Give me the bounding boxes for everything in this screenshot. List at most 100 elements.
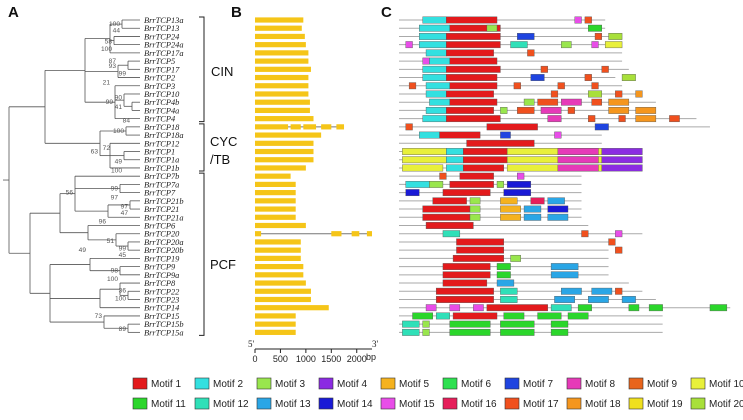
motif-box (550, 271, 579, 279)
motif-box (709, 304, 728, 312)
motif-box (402, 148, 447, 155)
gene-label: BrrTCP21a (144, 213, 184, 222)
motif-box (615, 90, 623, 98)
exon-bar (255, 116, 314, 122)
motif-box (425, 107, 447, 114)
motif-box (588, 115, 596, 123)
motif-box (500, 213, 521, 221)
bootstrap-value: 100 (101, 46, 112, 53)
exon-bar (255, 206, 296, 212)
exon-bar (255, 255, 301, 261)
motif-box (419, 33, 447, 40)
motif-box (591, 82, 599, 90)
panel-label-b: B (231, 4, 242, 21)
exon-bar (255, 91, 309, 97)
exon-bar (255, 329, 296, 335)
motif-box (486, 304, 548, 312)
gene-label: BrrTCP9a (144, 271, 179, 280)
five-prime-label: 5' (248, 339, 255, 349)
gene-label: BrrTCP20b (144, 246, 184, 255)
motif-box (442, 263, 491, 270)
motif-box (530, 74, 545, 81)
motif-box (601, 65, 609, 73)
gene-label: BrrTCP22 (144, 287, 179, 296)
motif-box (405, 41, 413, 49)
motif-box (601, 148, 643, 155)
bootstrap-value: 99 (119, 246, 127, 253)
motif-box (601, 164, 643, 172)
motif-box (463, 156, 508, 164)
motif-box (547, 205, 569, 213)
motif-box (513, 82, 521, 90)
gene-label: BrrTCP20a (144, 238, 184, 247)
clade-bracket (199, 172, 205, 336)
legend-swatch (380, 377, 396, 390)
motif-box (561, 41, 572, 49)
motif-box (439, 172, 447, 180)
motif-box (554, 296, 575, 303)
motif-box (591, 287, 613, 295)
motif-box (449, 57, 498, 65)
motif-box (591, 98, 602, 106)
motif-box (547, 197, 565, 205)
exon-bar (255, 107, 310, 114)
motif-box (405, 123, 413, 131)
motif-box (608, 238, 616, 246)
gene-label: BrrTCP2 (144, 74, 175, 83)
legend-label: Motif 8 (585, 379, 615, 390)
motif-box (429, 180, 444, 188)
motif-box (547, 213, 569, 221)
motif-box (594, 33, 602, 40)
gene-label: BrrTCP4 (144, 115, 175, 124)
legend-swatch (442, 377, 458, 390)
motif-box (486, 123, 538, 131)
motif-box (446, 65, 501, 73)
bootstrap-value: 97 (111, 195, 119, 202)
motif-box (594, 123, 609, 131)
exon-bar (255, 132, 322, 138)
motif-box (408, 82, 417, 90)
motif-box (517, 33, 535, 40)
bootstrap-value: 96 (99, 218, 107, 225)
gene-label: BrrTCP24 (144, 32, 179, 41)
exon-bar (255, 42, 306, 48)
motif-box (523, 213, 542, 221)
motif-box (648, 304, 663, 312)
motif-box (419, 41, 447, 49)
exon-bar (255, 58, 309, 64)
gene-label: BrrTCP15b (144, 320, 184, 329)
motif-box (523, 205, 542, 213)
exon-bar (255, 157, 314, 163)
motif-box (547, 115, 562, 123)
gene-label: BrrTCP13 (144, 24, 179, 33)
motif-box (425, 304, 437, 312)
motif-box (621, 296, 636, 303)
motif-box (422, 16, 447, 24)
gene-label: BrrTCP4a (144, 106, 179, 115)
legend-label: Motif 2 (213, 379, 243, 390)
legend-label: Motif 19 (647, 399, 683, 410)
bootstrap-value: 100 (113, 128, 124, 135)
motif-box (459, 172, 494, 180)
motif-box (584, 16, 592, 24)
motif-box (449, 320, 491, 328)
motif-box (604, 41, 623, 49)
exon-bar (255, 181, 296, 187)
motif-box (635, 90, 643, 98)
bootstrap-value: 47 (121, 210, 129, 217)
motif-box (469, 213, 481, 221)
bootstrap-value: 41 (115, 104, 123, 111)
exon-bar (255, 124, 289, 130)
motif-box (581, 230, 589, 238)
legend-label: Motif 1 (151, 379, 181, 390)
legend-swatch (194, 377, 210, 390)
gene-label: BrrTCP20 (144, 230, 180, 239)
motif-box (517, 172, 525, 180)
legend-label: Motif 9 (647, 379, 677, 390)
motif-box (422, 205, 471, 213)
motif-box (446, 107, 494, 114)
axis-tick-label: 1000 (296, 354, 316, 364)
motif-box (557, 164, 599, 172)
motif-box (523, 98, 535, 106)
motif-distribution (399, 16, 731, 336)
